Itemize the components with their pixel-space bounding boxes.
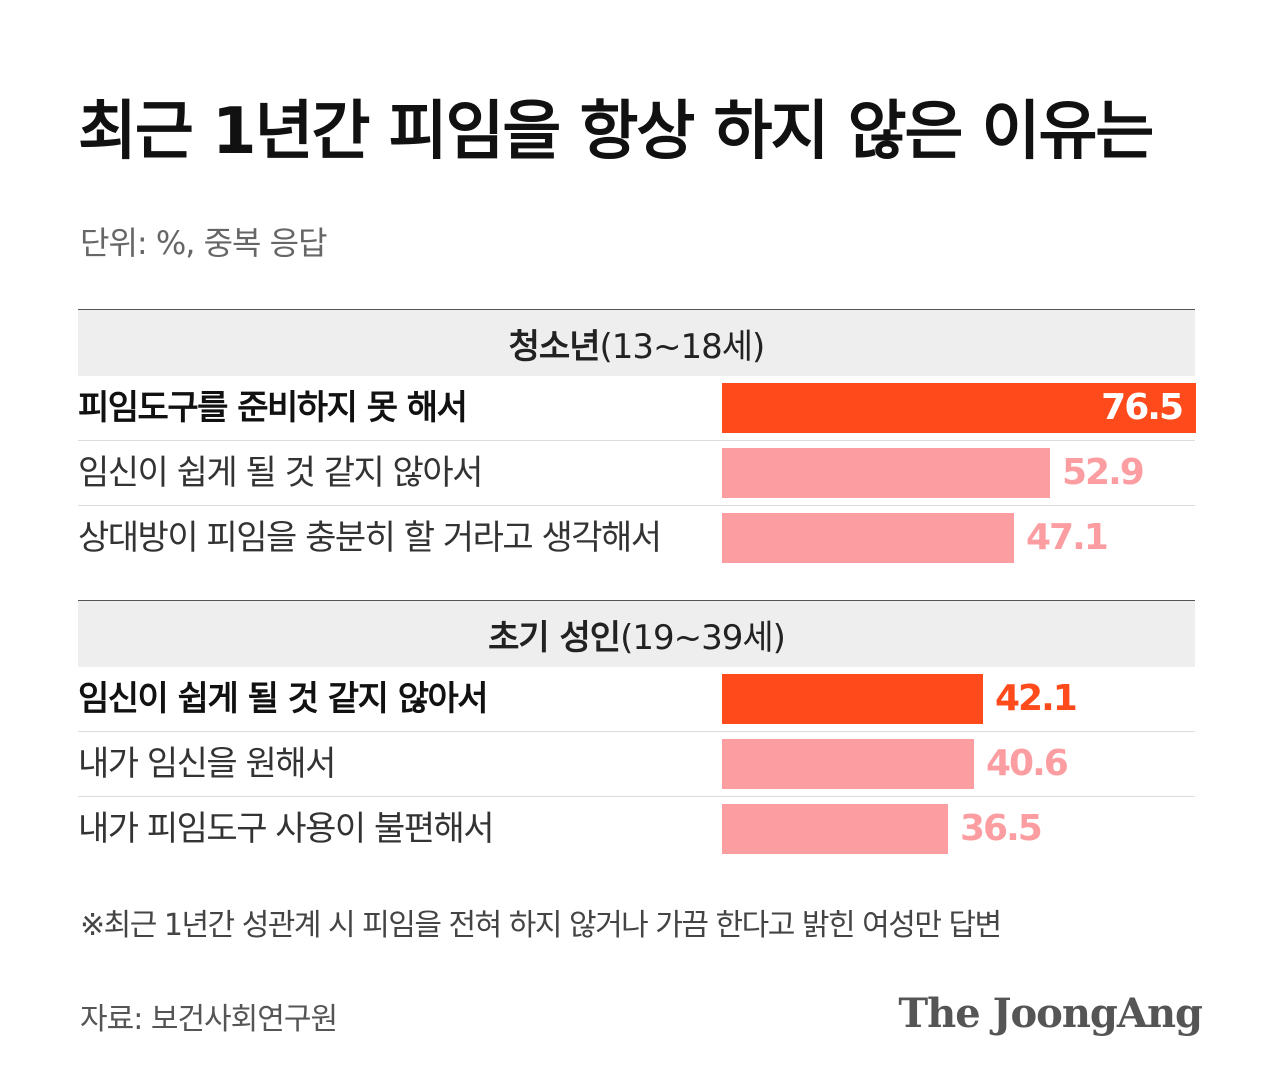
group-header: 청소년 (13~18세) [78,309,1195,376]
bar-row: 피임도구를 준비하지 못 해서 76.5 [78,376,1196,441]
value-label: 52.9 [1062,452,1145,493]
value-label: 47.1 [1026,517,1109,558]
value-label: 40.6 [986,743,1069,784]
source: 자료: 보건사회연구원 [80,1002,338,1037]
chart-title: 최근 1년간 피임을 항상 하지 않은 이유는 [78,95,1154,169]
bar-rows: 피임도구를 준비하지 못 해서 76.5 임신이 쉽게 될 것 같지 않아서 52.9… [78,376,1196,570]
bar [722,739,974,789]
group-name: 청소년 [508,326,601,367]
group-name: 초기 성인 [488,617,621,658]
group-range: (13~18세) [599,326,766,367]
bar-row: 임신이 쉽게 될 것 같지 않아서 42.1 [78,667,1195,732]
value-label: 42.1 [995,678,1078,719]
publisher-logo: The JoongAng [898,990,1203,1037]
category-label: 피임도구를 준비하지 못 해서 [78,388,468,428]
category-label: 내가 피임도구 사용이 불편해서 [78,809,495,849]
value-label: 36.5 [960,808,1043,849]
group-young-adult: 초기 성인 (19~39세) 임신이 쉽게 될 것 같지 않아서 42.1 내가 임신… [78,600,1195,861]
bar-row: 내가 피임도구 사용이 불편해서 36.5 [78,797,1195,861]
bar-row: 상대방이 피임을 충분히 할 거라고 생각해서 47.1 [78,506,1195,570]
bar [722,674,983,724]
group-header: 초기 성인 (19~39세) [78,600,1195,667]
category-label: 내가 임신을 원해서 [78,744,336,784]
bar-row: 내가 임신을 원해서 40.6 [78,732,1195,797]
bar-rows: 임신이 쉽게 될 것 같지 않아서 42.1 내가 임신을 원해서 40.6 내가 피임… [78,667,1195,861]
bar [722,804,948,854]
category-label: 임신이 쉽게 될 것 같지 않아서 [78,453,483,493]
category-label: 상대방이 피임을 충분히 할 거라고 생각해서 [78,518,662,558]
bar [722,383,1196,433]
bar [722,513,1014,563]
footnote: ※최근 1년간 성관계 시 피임을 전혀 하지 않거나 가끔 한다고 밝힌 여성… [80,908,1002,943]
value-label: 76.5 [1101,387,1184,428]
bar-row: 임신이 쉽게 될 것 같지 않아서 52.9 [78,441,1195,506]
group-range: (19~39세) [620,617,786,658]
group-teen: 청소년 (13~18세) 피임도구를 준비하지 못 해서 76.5 임신이 쉽게 될 … [78,309,1196,570]
category-label: 임신이 쉽게 될 것 같지 않아서 [78,679,489,719]
bar [722,448,1050,498]
unit-note: 단위: %, 중복 응답 [80,224,328,262]
